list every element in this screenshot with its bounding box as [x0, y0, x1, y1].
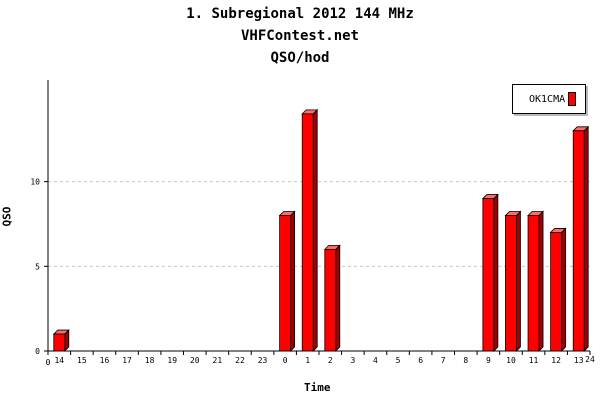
bar	[481, 193, 499, 352]
bar-side-face	[335, 244, 341, 352]
x-edge-label: 0	[46, 358, 51, 367]
bar-side-face	[516, 210, 521, 352]
bar-side-face	[583, 125, 589, 352]
bar-side-face	[538, 210, 544, 352]
x-tick-label: 18	[145, 356, 155, 365]
y-tick-label: 10	[30, 178, 40, 187]
x-tick-label: 13	[574, 356, 584, 365]
bar	[504, 210, 522, 352]
x-tick-label: 23	[258, 356, 268, 365]
bar-side-face	[290, 210, 296, 352]
bar-front-face	[550, 232, 563, 352]
bar	[572, 125, 590, 352]
bar-front-face	[301, 113, 314, 352]
x-tick-label: 2	[328, 356, 333, 365]
legend-label: OK1CMA	[529, 93, 566, 105]
x-tick-label: 9	[486, 356, 491, 365]
x-tick-label: 0	[283, 356, 288, 365]
bar-front-face	[482, 198, 495, 352]
x-tick-label: 17	[122, 356, 132, 365]
bar	[278, 210, 296, 352]
bar	[52, 329, 70, 352]
bar-front-face	[324, 248, 337, 352]
x-tick-label: 12	[551, 356, 561, 365]
chart-subtitle: VHFContest.net	[240, 28, 359, 44]
x-tick-label: 4	[373, 356, 378, 365]
x-tick-label: 5	[396, 356, 401, 365]
legend-swatch	[568, 92, 577, 106]
x-tick-label: 15	[77, 356, 87, 365]
bar-front-face	[279, 215, 292, 352]
y-axis-label: QSO	[0, 206, 14, 227]
x-tick-label: 21	[213, 356, 223, 365]
chart-title: 1. Subregional 2012 144 MHz	[186, 6, 414, 22]
bar	[323, 244, 341, 352]
bar-front-face	[53, 333, 66, 352]
chart-unit-subtitle: QSO/hod	[270, 50, 330, 66]
x-edge-label: 24	[585, 355, 595, 364]
x-tick-label: 7	[441, 356, 446, 365]
bar	[301, 108, 319, 352]
x-tick-label: 8	[463, 356, 468, 365]
bar-side-face	[493, 193, 499, 352]
x-tick-label: 1	[305, 356, 310, 365]
x-tick-label: 19	[167, 356, 177, 365]
bar-front-face	[527, 215, 540, 352]
y-tick-label: 5	[35, 262, 40, 271]
x-tick-label: 22	[235, 356, 245, 365]
bar-side-face	[64, 329, 70, 352]
bar-front-face	[505, 215, 517, 352]
x-tick-label: 16	[100, 356, 110, 365]
bar	[527, 210, 545, 352]
x-tick-label: 6	[418, 356, 423, 365]
x-tick-label: 3	[350, 356, 355, 365]
x-tick-label: 20	[190, 356, 200, 365]
legend: OK1CMA	[512, 84, 586, 114]
bar-front-face	[572, 130, 585, 352]
x-tick-label: 11	[529, 356, 539, 365]
bar-side-face	[312, 108, 318, 352]
y-tick-label: 0	[35, 347, 40, 356]
x-tick-label: 14	[54, 356, 64, 365]
x-tick-label: 10	[506, 356, 516, 365]
x-axis-label: Time	[304, 381, 331, 394]
bar-side-face	[561, 227, 567, 352]
bar	[549, 227, 567, 352]
